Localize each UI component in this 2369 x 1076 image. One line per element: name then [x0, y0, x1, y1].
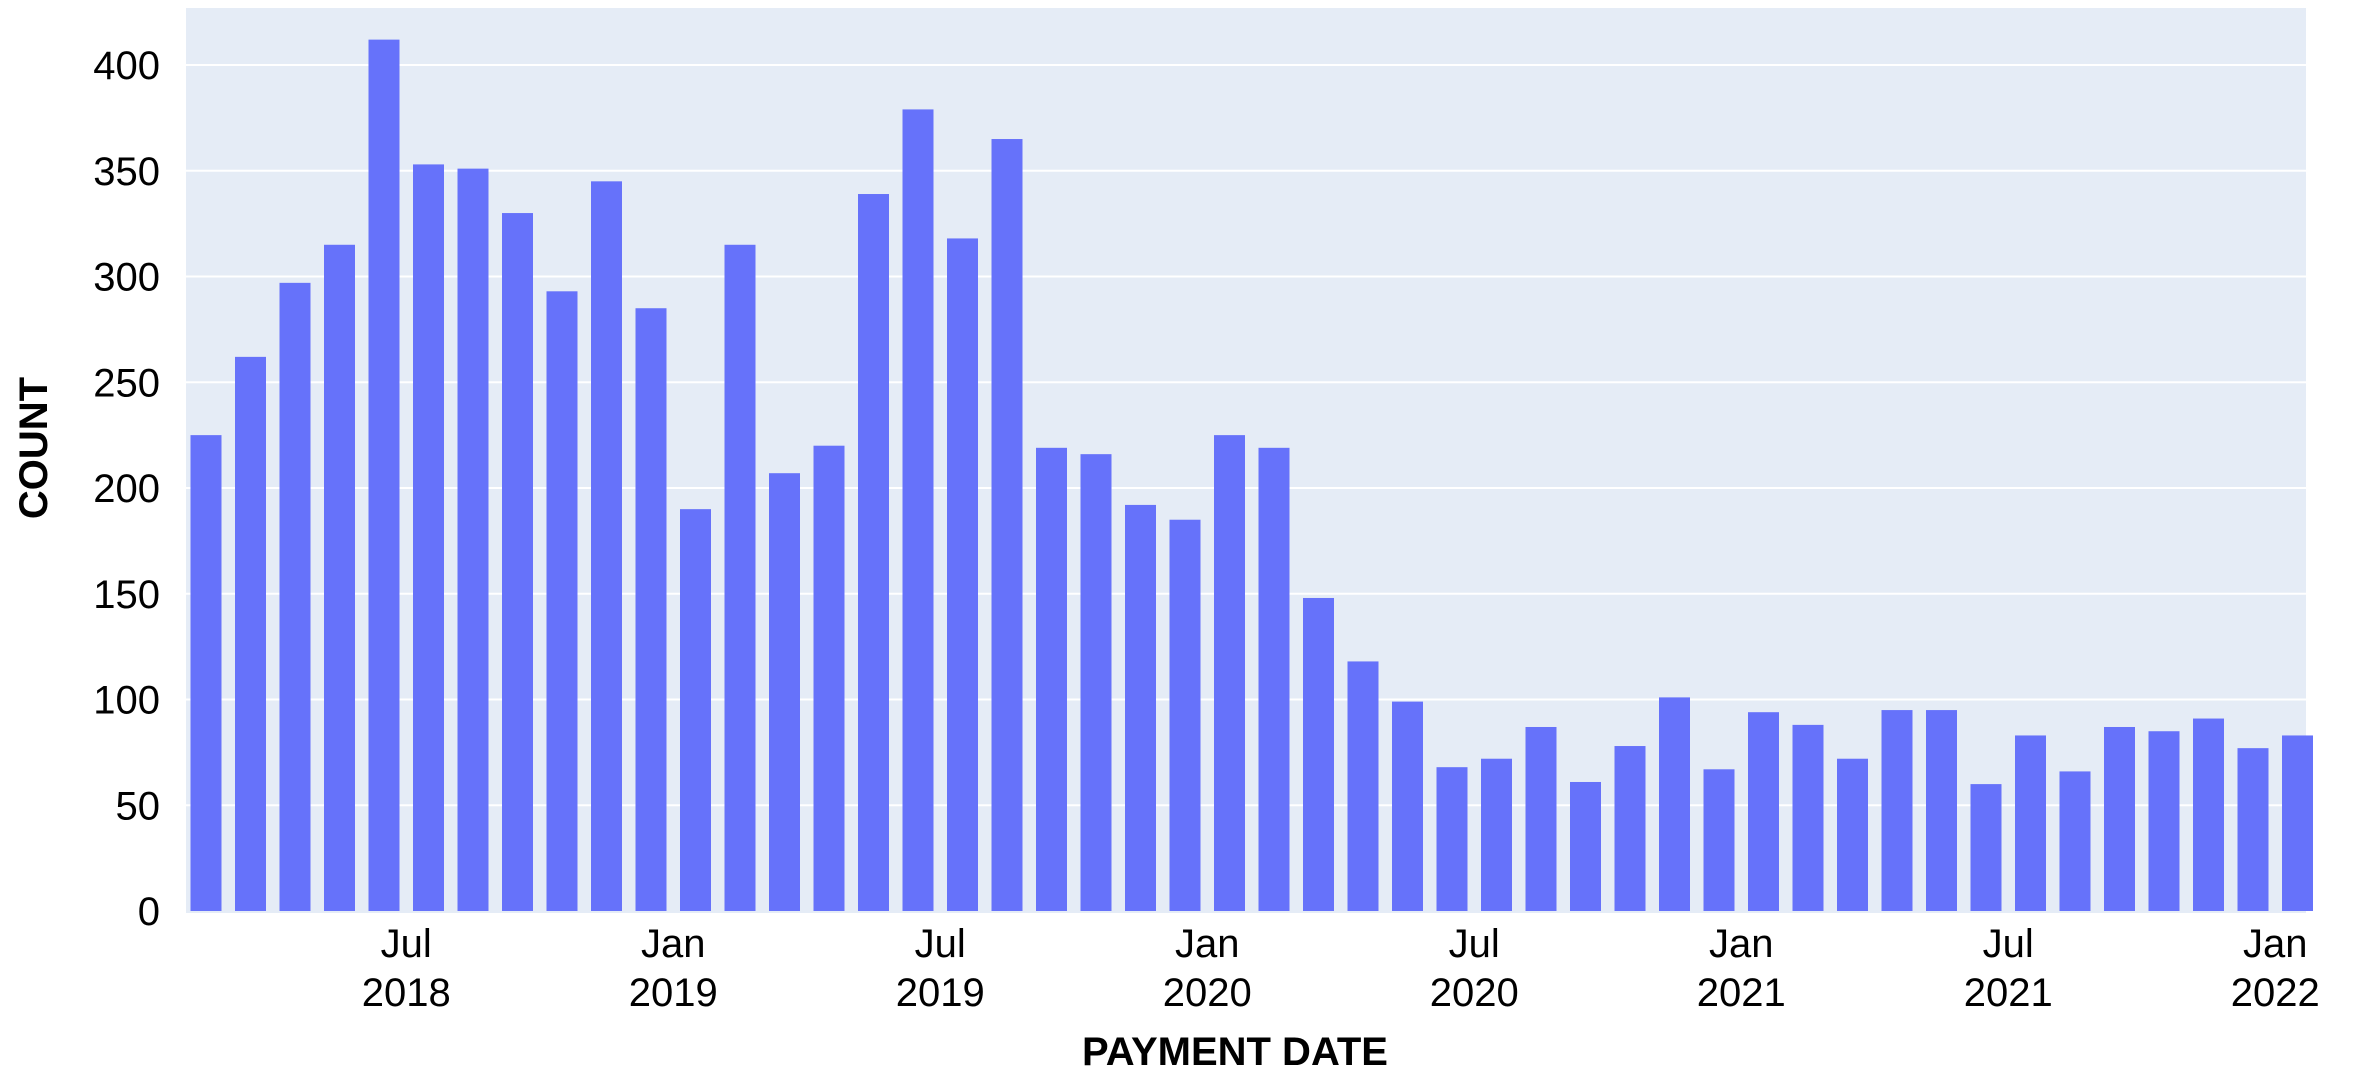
- x-tick-label: Jul: [915, 922, 966, 966]
- bar: [1525, 726, 1557, 911]
- bar: [324, 244, 355, 911]
- y-tick-label: 300: [93, 256, 160, 300]
- y-tick-label: 0: [138, 890, 160, 934]
- bar: [635, 308, 667, 912]
- bar: [1970, 784, 2002, 911]
- x-tick-label: Jan: [1175, 922, 1240, 966]
- bar: [902, 109, 934, 912]
- y-tick-label: 150: [93, 573, 160, 617]
- y-tick-label: 250: [93, 361, 160, 405]
- bar: [769, 473, 800, 911]
- bar: [1748, 712, 1779, 911]
- bar: [235, 356, 266, 911]
- bar: [724, 244, 756, 911]
- bar: [457, 168, 489, 911]
- bar: [1036, 447, 1067, 911]
- bar: [1125, 504, 1156, 911]
- bar: [2237, 748, 2269, 911]
- bar: [279, 282, 311, 912]
- bar: [858, 194, 889, 911]
- bar: [1881, 710, 1913, 911]
- bar: [813, 445, 845, 911]
- bar: [947, 238, 978, 911]
- x-tick-labels: Jul 2018 Jan 2019 Jul 2019 Jan 2020 Jul 2020 Jan 20…: [362, 922, 2320, 1015]
- x-tick-label: 2018: [362, 971, 451, 1015]
- bar: [1258, 447, 1290, 911]
- x-tick-label: Jan: [1709, 922, 1774, 966]
- y-tick-label: 400: [93, 44, 160, 88]
- y-tick-label: 200: [93, 467, 160, 511]
- bar: [1214, 435, 1245, 911]
- y-axis-title: COUNT: [12, 377, 56, 519]
- bar: [502, 213, 533, 912]
- bar: [1436, 767, 1468, 911]
- bar: [1570, 781, 1601, 911]
- x-tick-label: Jan: [641, 922, 706, 966]
- x-tick-label: Jul: [1983, 922, 2034, 966]
- bar: [1792, 724, 1824, 911]
- bar: [368, 39, 400, 912]
- x-tick-label: 2021: [1697, 971, 1786, 1015]
- bar: [1703, 769, 1735, 911]
- bar: [2148, 731, 2180, 911]
- y-tick-label: 50: [116, 784, 161, 828]
- bar: [1347, 661, 1379, 911]
- bar: [991, 139, 1023, 911]
- x-tick-label: Jul: [381, 922, 432, 966]
- x-axis-title: PAYMENT DATE: [1082, 1030, 1388, 1071]
- bar: [546, 291, 578, 911]
- bar: [1392, 701, 1423, 911]
- bar: [2015, 735, 2046, 911]
- x-tick-label: 2021: [1964, 971, 2053, 1015]
- bar: [1926, 710, 1957, 911]
- bar: [1837, 758, 1868, 911]
- x-tick-label: 2019: [896, 971, 985, 1015]
- bars: [190, 39, 2313, 912]
- y-tick-labels: 0 50 100 150 200 250 300 350 400: [93, 44, 160, 934]
- bar: [1481, 758, 1512, 911]
- x-tick-label: 2019: [629, 971, 718, 1015]
- bar: [1080, 454, 1112, 911]
- bar: [190, 435, 222, 911]
- x-tick-label: Jan: [2243, 922, 2308, 966]
- x-tick-label: 2022: [2231, 971, 2320, 1015]
- x-tick-label: 2020: [1163, 971, 1252, 1015]
- bar: [1169, 519, 1201, 911]
- bar: [2059, 771, 2091, 911]
- bar: [2282, 735, 2313, 911]
- y-tick-label: 350: [93, 150, 160, 194]
- y-tick-label: 100: [93, 679, 160, 723]
- bar: [2193, 718, 2224, 911]
- bar: [591, 181, 622, 911]
- bar: [2104, 726, 2135, 911]
- x-tick-label: 2020: [1430, 971, 1519, 1015]
- x-tick-label: Jul: [1449, 922, 1500, 966]
- bar: [1659, 697, 1690, 911]
- bar: [1303, 597, 1334, 911]
- gridlines: [186, 64, 2306, 807]
- bar: [680, 509, 711, 911]
- bar: [413, 164, 444, 911]
- bar: [1614, 746, 1646, 911]
